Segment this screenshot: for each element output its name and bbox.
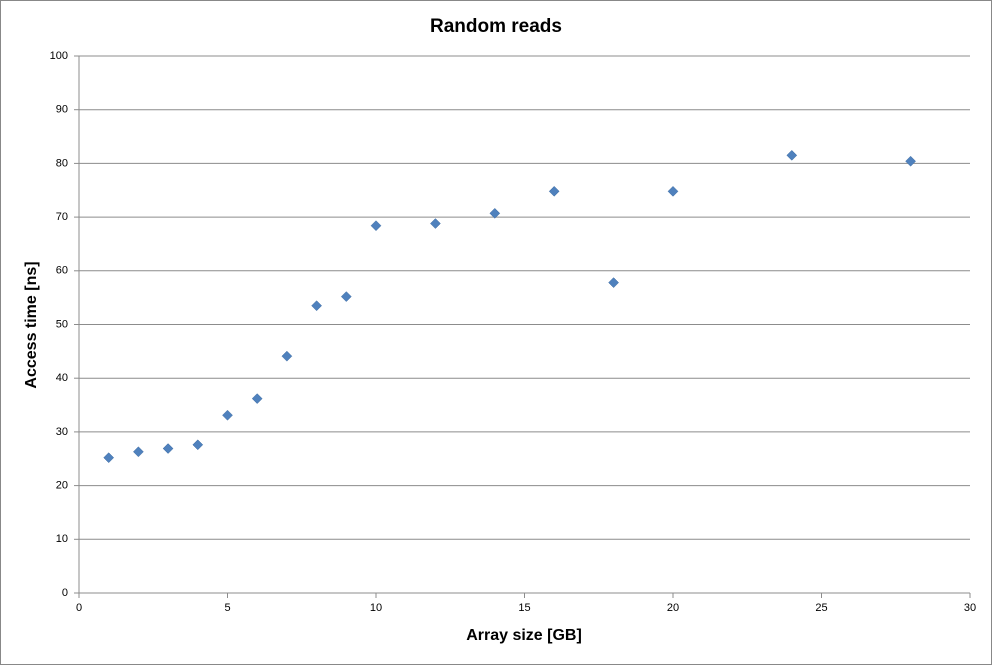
y-tick-label: 80 <box>56 157 68 169</box>
scatter-point <box>786 149 798 161</box>
scatter-point <box>222 409 233 421</box>
scatter-point <box>192 439 204 451</box>
x-tick-label: 20 <box>667 602 679 614</box>
scatter-point <box>667 185 679 197</box>
scatter-point <box>311 300 322 312</box>
y-tick-label: 100 <box>50 50 68 62</box>
scatter-point <box>340 291 352 302</box>
y-tick-label: 60 <box>56 265 68 277</box>
x-axis-title: Array size [GB] <box>466 627 582 644</box>
scatter-point <box>251 393 263 404</box>
scatter-point <box>133 446 144 458</box>
scatter-point <box>281 350 293 362</box>
scatter-point <box>905 155 916 167</box>
x-tick-label: 10 <box>370 602 382 614</box>
y-axis-title: Access time [ns] <box>23 261 40 388</box>
chart-title: Random reads <box>430 16 562 37</box>
x-tick-label: 25 <box>815 602 827 614</box>
scatter-point <box>370 220 382 232</box>
scatter-point <box>430 218 441 229</box>
y-tick-label: 50 <box>56 318 68 330</box>
x-tick-label: 0 <box>76 602 82 614</box>
x-tick-label: 5 <box>224 602 230 614</box>
scatter-point <box>162 443 174 454</box>
y-tick-label: 90 <box>56 104 68 116</box>
y-tick-label: 10 <box>56 533 68 545</box>
x-tick-label: 30 <box>964 602 976 614</box>
y-tick-label: 30 <box>56 426 68 438</box>
scatter-point <box>489 207 501 219</box>
y-tick-label: 70 <box>56 211 68 223</box>
x-tick-label: 15 <box>518 602 530 614</box>
y-tick-label: 20 <box>56 480 68 492</box>
scatter-point <box>103 452 115 464</box>
scatter-point <box>608 277 619 288</box>
y-tick-label: 40 <box>56 372 68 384</box>
y-tick-label: 0 <box>62 587 68 599</box>
scatter-point <box>548 185 560 197</box>
